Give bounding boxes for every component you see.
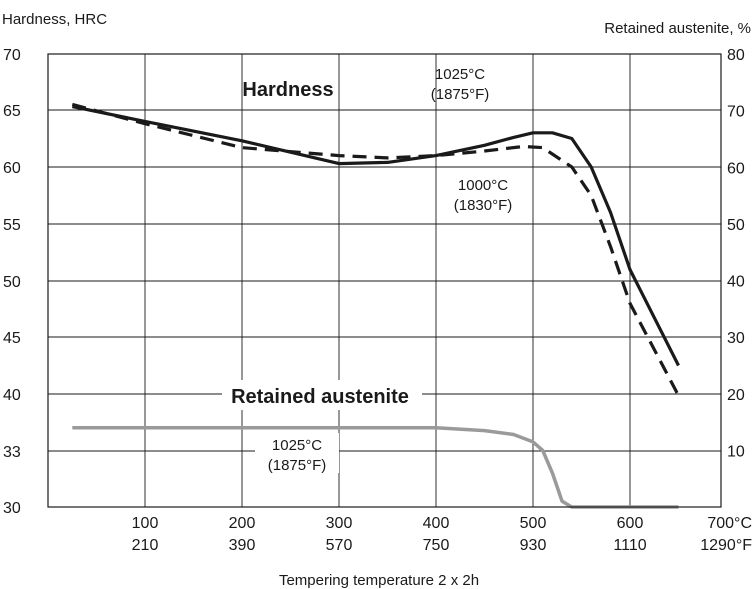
- left-tick-label: 30: [3, 500, 21, 517]
- label-1025-hardness-line1: 1025°C: [435, 66, 485, 83]
- left-tick-label: 60: [3, 160, 21, 177]
- label-1025-austenite-line1: 1025°C: [272, 437, 322, 454]
- left-tick-label: 55: [3, 217, 21, 234]
- x-tick-label-f: 1110: [613, 537, 646, 554]
- x-tick-label-f: 210: [132, 537, 159, 554]
- right-tick-label: 30: [727, 330, 745, 347]
- right-tick-label: 70: [727, 104, 745, 121]
- x-tick-label-c: 600: [617, 515, 644, 532]
- right-axis-title: Retained austenite, %: [604, 20, 751, 37]
- right-axis-ticks: 80 70 60 50 40 30 20 10: [727, 47, 745, 460]
- label-1000-hardness-line2: (1830°F): [454, 197, 513, 214]
- left-tick-label: 40: [3, 387, 21, 404]
- right-tick-label: 80: [727, 47, 745, 64]
- hardness-title: Hardness: [242, 79, 333, 101]
- retained-austenite-title-group: Retained austenite: [222, 380, 422, 410]
- right-tick-label: 40: [727, 274, 745, 291]
- grid-lines: [48, 53, 721, 508]
- x-tick-label-f: 390: [229, 537, 256, 554]
- x-axis-title: Tempering temperature 2 x 2h: [279, 572, 479, 589]
- x-tick-label-f: 750: [423, 537, 450, 554]
- x-tick-label-c: 500: [520, 515, 547, 532]
- x-tick-label-c: 300: [326, 515, 353, 532]
- x-tick-label-c: 100: [132, 515, 159, 532]
- left-tick-label: 50: [3, 274, 21, 291]
- x-tick-label-f: 930: [520, 537, 547, 554]
- label-1000-hardness-line1: 1000°C: [458, 177, 508, 194]
- label-1025-hardness: 1025°C (1875°F): [431, 66, 490, 103]
- right-tick-label: 20: [727, 387, 745, 404]
- x-tick-label-c: 200: [229, 515, 256, 532]
- left-tick-label: 33: [3, 444, 21, 461]
- right-tick-label: 60: [727, 160, 745, 177]
- hardness-line-0: [71, 105, 680, 367]
- label-1025-austenite-line2: (1875°F): [268, 457, 327, 474]
- left-tick-label: 45: [3, 330, 21, 347]
- x-tick-label-c: 700°C: [707, 515, 752, 532]
- plot-frame: [47, 53, 722, 508]
- x-tick-label-c: 400: [423, 515, 450, 532]
- hardness-line-1: [71, 102, 680, 397]
- left-tick-label: 70: [3, 47, 21, 64]
- series-layer: [71, 102, 680, 509]
- label-1000-hardness: 1000°C (1830°F): [440, 172, 526, 214]
- left-axis-title: Hardness, HRC: [2, 11, 107, 28]
- right-tick-label: 10: [727, 443, 745, 460]
- retained-austenite-line-2: [72, 425, 679, 509]
- x-tick-label-f: 1290°F: [700, 537, 752, 554]
- retained-austenite-title: Retained austenite: [231, 386, 409, 408]
- x-axis-ticks: 100 210 200 390 300 570 400 750 500 930 600 1110 700…: [132, 515, 753, 554]
- left-tick-label: 65: [3, 103, 21, 120]
- right-tick-label: 50: [727, 217, 745, 234]
- x-tick-label-f: 570: [326, 537, 353, 554]
- label-1025-austenite: 1025°C (1875°F): [255, 433, 339, 474]
- label-1025-hardness-line2: (1875°F): [431, 86, 490, 103]
- left-axis-ticks: 70 65 60 55 50 45 40 33 30: [3, 47, 21, 517]
